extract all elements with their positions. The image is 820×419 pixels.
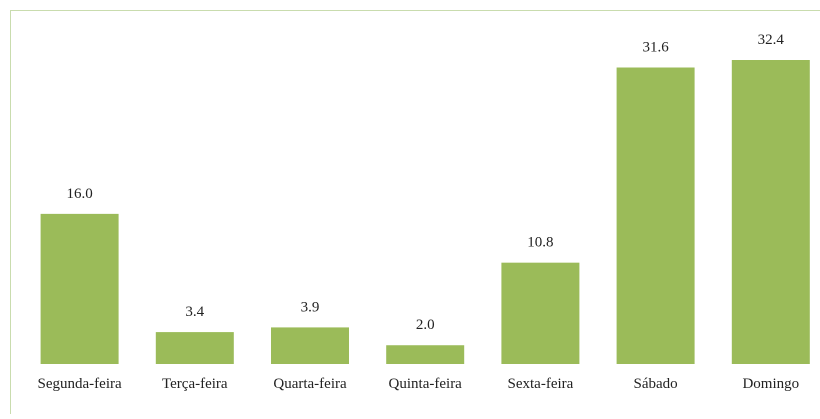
- value-label: 10.8: [527, 235, 553, 251]
- x-tick-label: Terça-feira: [162, 376, 228, 392]
- value-label: 3.4: [185, 304, 204, 320]
- bar: [41, 214, 119, 364]
- x-tick-label: Quarta-feira: [273, 376, 347, 392]
- bar: [156, 332, 234, 364]
- x-tick-label: Sábado: [634, 376, 678, 392]
- bar: [732, 60, 810, 364]
- bar: [501, 263, 579, 364]
- value-label: 2.0: [416, 317, 435, 333]
- value-label: 3.9: [301, 299, 320, 315]
- x-tick-label: Sexta-feira: [508, 376, 574, 392]
- value-label: 31.6: [642, 40, 669, 56]
- bar: [386, 345, 464, 364]
- value-label: 16.0: [66, 186, 92, 202]
- value-label: 32.4: [758, 32, 785, 48]
- x-tick-label: Domingo: [742, 376, 799, 392]
- bar: [271, 327, 349, 364]
- x-tick-label: Segunda-feira: [38, 376, 122, 392]
- bar: [617, 68, 695, 364]
- x-tick-label: Quinta-feira: [389, 376, 463, 392]
